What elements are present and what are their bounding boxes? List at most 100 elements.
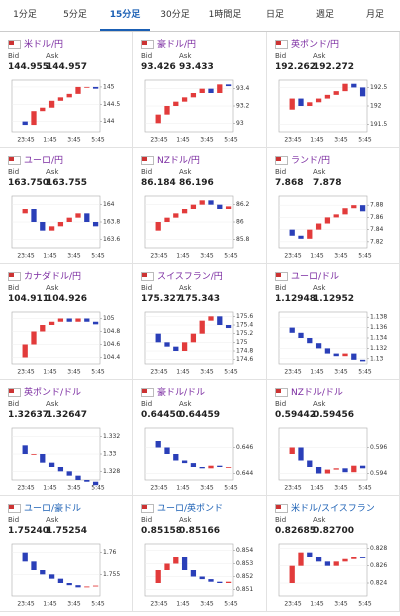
candle (190, 570, 197, 577)
candle (315, 223, 322, 230)
candle (225, 581, 232, 583)
pair-title[interactable]: カナダドル/円 (24, 272, 82, 282)
pair-title[interactable]: スイスフラン/円 (157, 272, 223, 282)
x-tick-label: 5:45 (224, 485, 238, 492)
bid-label: Bid (275, 400, 287, 408)
candle (164, 563, 170, 570)
pair-title[interactable]: 英ポンド/ドル (24, 388, 82, 398)
candle (333, 214, 339, 218)
ask-label: Ask (313, 400, 326, 408)
flag-icon (275, 156, 288, 165)
ask-label: Ask (46, 52, 59, 60)
candle (155, 333, 161, 343)
ask-label: Ask (313, 516, 326, 524)
ask-value: 0.82700 (313, 526, 354, 536)
pair-title[interactable]: ユーロ/円 (24, 156, 64, 166)
candle (84, 318, 90, 322)
mini-chart: 1.138 1.136 1.134 1.132 1.13 23:45 1:45 3:45 5:4… (278, 311, 387, 376)
ask-value: 0.85166 (179, 526, 220, 536)
pair-title[interactable]: ユーロ/英ポンド (157, 504, 224, 514)
candle (75, 213, 81, 218)
candle (164, 447, 170, 454)
tab[interactable]: 5分足 (63, 10, 87, 20)
flag-icon (275, 272, 288, 281)
tab[interactable]: 30分足 (160, 10, 190, 20)
candle (66, 93, 72, 98)
tab[interactable]: 15分足 (100, 0, 150, 31)
bid-label: Bid (275, 516, 287, 524)
pair-title[interactable]: NZドル/円 (157, 156, 200, 166)
pair-title[interactable]: ユーロ/豪ドル (24, 504, 82, 514)
y-tick-label: 1.132 (370, 345, 387, 352)
x-tick-label: 5:45 (91, 369, 105, 376)
x-tick-label: 5:45 (91, 485, 105, 492)
tab[interactable]: 週足 (315, 10, 334, 20)
candle (155, 114, 161, 124)
y-tick-label: 7.86 (370, 214, 384, 221)
candle (31, 561, 37, 570)
ask-label: Ask (179, 168, 192, 176)
x-tick-label: 5:45 (358, 601, 372, 608)
y-tick-label: 163.6 (103, 236, 120, 243)
candle (351, 353, 357, 360)
ask-label: Ask (46, 516, 59, 524)
flag-icon (275, 40, 288, 49)
candle (66, 217, 72, 222)
x-tick-label: 3:45 (200, 253, 214, 260)
candle (342, 208, 348, 215)
ask-value: 7.878 (313, 178, 342, 188)
pair-title[interactable]: 米ドル/スイスフラン (291, 504, 375, 514)
flag-icon (141, 388, 154, 397)
x-tick-label: 3:45 (334, 369, 348, 376)
y-tick-label: 145 (103, 83, 115, 90)
x-tick-label: 5:45 (224, 601, 238, 608)
flag-icon (8, 388, 21, 397)
x-tick-label: 3:45 (334, 601, 348, 608)
candle (40, 107, 46, 112)
candle (342, 353, 348, 357)
candle (155, 441, 161, 448)
candle (164, 217, 170, 222)
pair-title[interactable]: NZドル/ドル (291, 388, 343, 398)
y-tick-label: 85.8 (236, 236, 250, 243)
tab[interactable]: 日足 (265, 10, 284, 20)
candle (225, 206, 232, 209)
y-tick-label: 7.88 (370, 202, 384, 209)
y-tick-label: 192.5 (370, 84, 387, 91)
ask-value: 144.957 (46, 62, 87, 72)
candle (324, 94, 331, 99)
pair-title[interactable]: ユーロ/ドル (291, 272, 340, 282)
tab[interactable]: 月足 (365, 10, 384, 20)
ask-label: Ask (179, 284, 192, 292)
candle (48, 100, 55, 108)
tab-bar: 1分足 5分足 15分足 30分足 1時間足 日足 週足 月足 (0, 0, 400, 32)
pair-title[interactable]: 英ポンド/円 (291, 40, 340, 50)
pair-title[interactable]: 豪ドル/円 (157, 40, 197, 50)
x-tick-label: 5:45 (91, 601, 105, 608)
pair-title[interactable]: 豪ドル/ドル (157, 388, 206, 398)
candle (92, 481, 99, 486)
candle (208, 88, 214, 93)
candle (57, 97, 64, 101)
ask-label: Ask (313, 52, 326, 60)
x-tick-label: 1:45 (43, 369, 57, 376)
x-tick-label: 1:45 (176, 137, 190, 144)
candle (199, 200, 205, 205)
x-tick-label: 23:45 (284, 137, 301, 144)
ask-value: 1.32647 (46, 410, 87, 420)
tab[interactable]: 1分足 (13, 10, 37, 20)
rate-card: ユーロ/英ポンド Bid Ask 0.85158 0.85166 0.854 0.853 0.… (133, 496, 267, 612)
candle (181, 342, 188, 351)
x-tick-label: 1:45 (43, 601, 57, 608)
flag-icon (8, 156, 21, 165)
bid-value: 0.59442 (275, 410, 316, 420)
bid-label: Bid (141, 52, 153, 60)
x-tick-label: 1:45 (310, 253, 324, 260)
tab[interactable]: 1時間足 (208, 10, 242, 20)
candle (298, 332, 304, 338)
pair-title[interactable]: 米ドル/円 (24, 40, 64, 50)
pair-title[interactable]: ランド/円 (291, 156, 331, 166)
y-tick-label: 175.4 (236, 322, 253, 329)
candle (351, 83, 357, 88)
ask-label: Ask (179, 400, 192, 408)
